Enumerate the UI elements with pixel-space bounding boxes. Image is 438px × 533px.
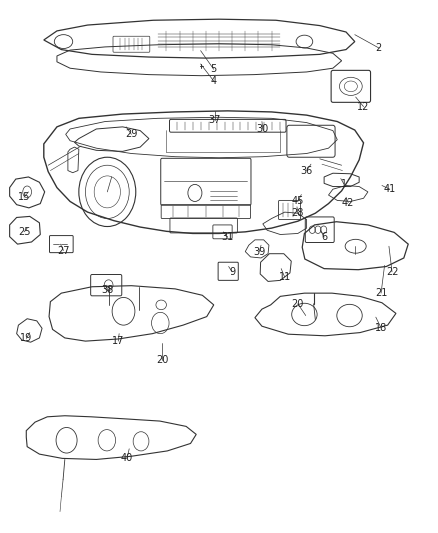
Text: 11: 11 bbox=[279, 272, 291, 282]
Text: 22: 22 bbox=[386, 267, 398, 277]
Text: 15: 15 bbox=[18, 192, 30, 202]
Text: 4: 4 bbox=[211, 76, 217, 86]
Text: 5: 5 bbox=[211, 64, 217, 74]
Text: 36: 36 bbox=[300, 166, 313, 175]
Text: 2: 2 bbox=[376, 43, 382, 53]
Text: 1: 1 bbox=[341, 179, 347, 189]
Text: 20: 20 bbox=[156, 355, 168, 365]
Text: 30: 30 bbox=[257, 124, 269, 134]
Text: 21: 21 bbox=[375, 288, 387, 298]
Text: 42: 42 bbox=[342, 198, 354, 207]
Text: 37: 37 bbox=[208, 115, 221, 125]
Text: 41: 41 bbox=[384, 184, 396, 194]
Text: 40: 40 bbox=[121, 454, 133, 463]
Text: 6: 6 bbox=[321, 232, 327, 242]
Text: 29: 29 bbox=[125, 130, 138, 139]
Text: 17: 17 bbox=[112, 336, 124, 346]
Text: 25: 25 bbox=[18, 227, 30, 237]
Text: 45: 45 bbox=[292, 197, 304, 206]
Text: 28: 28 bbox=[292, 208, 304, 218]
Text: 27: 27 bbox=[57, 246, 70, 255]
Text: 39: 39 bbox=[253, 247, 265, 256]
Text: 19: 19 bbox=[20, 334, 32, 343]
Text: 31: 31 bbox=[222, 232, 234, 242]
Text: 38: 38 bbox=[101, 286, 113, 295]
Text: 18: 18 bbox=[375, 323, 387, 333]
Text: 20: 20 bbox=[292, 299, 304, 309]
Text: 9: 9 bbox=[229, 267, 235, 277]
Text: 12: 12 bbox=[357, 102, 370, 111]
